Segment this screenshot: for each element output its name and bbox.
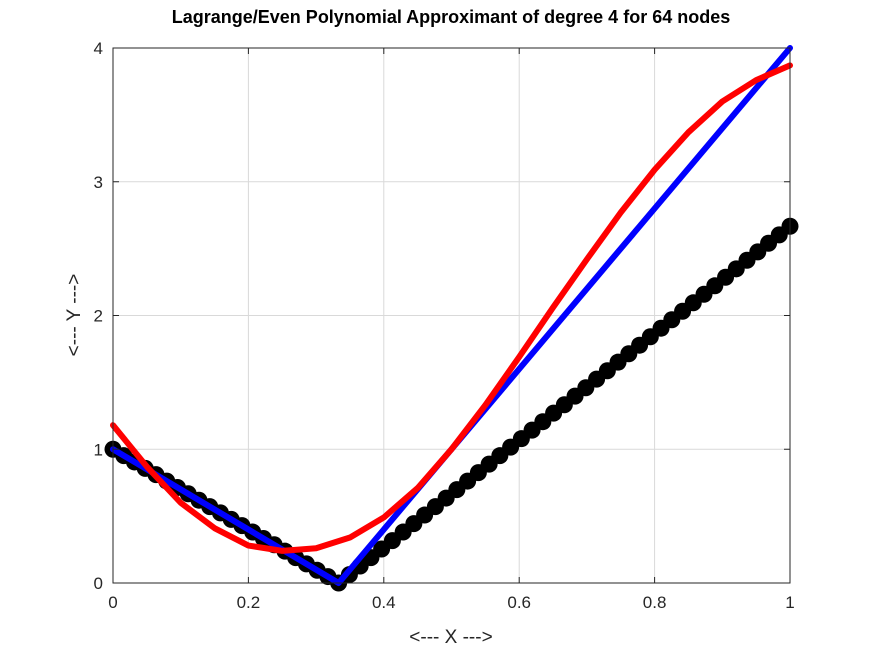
x-tick-label: 1 [785, 593, 794, 612]
ticks: 0 0.2 0.4 0.6 0.8 1 0 1 2 3 4 [94, 39, 795, 612]
y-tick-label: 3 [94, 173, 103, 192]
chart-title: Lagrange/Even Polynomial Approximant of … [172, 7, 730, 27]
y-tick-label: 2 [94, 307, 103, 326]
y-tick-label: 4 [94, 39, 103, 58]
approximant-line [110, 62, 793, 554]
y-tick-label: 0 [94, 574, 103, 593]
x-tick-label: 0.4 [372, 593, 396, 612]
y-tick-label: 1 [94, 440, 103, 459]
x-tick-label: 0 [108, 593, 117, 612]
x-tick-label: 0.8 [643, 593, 667, 612]
x-tick-label: 0.6 [507, 593, 531, 612]
x-tick-label: 0.2 [237, 593, 261, 612]
x-axis-label: <--- X ---> [409, 627, 492, 648]
y-axis-label: <--- Y ---> [64, 274, 85, 357]
